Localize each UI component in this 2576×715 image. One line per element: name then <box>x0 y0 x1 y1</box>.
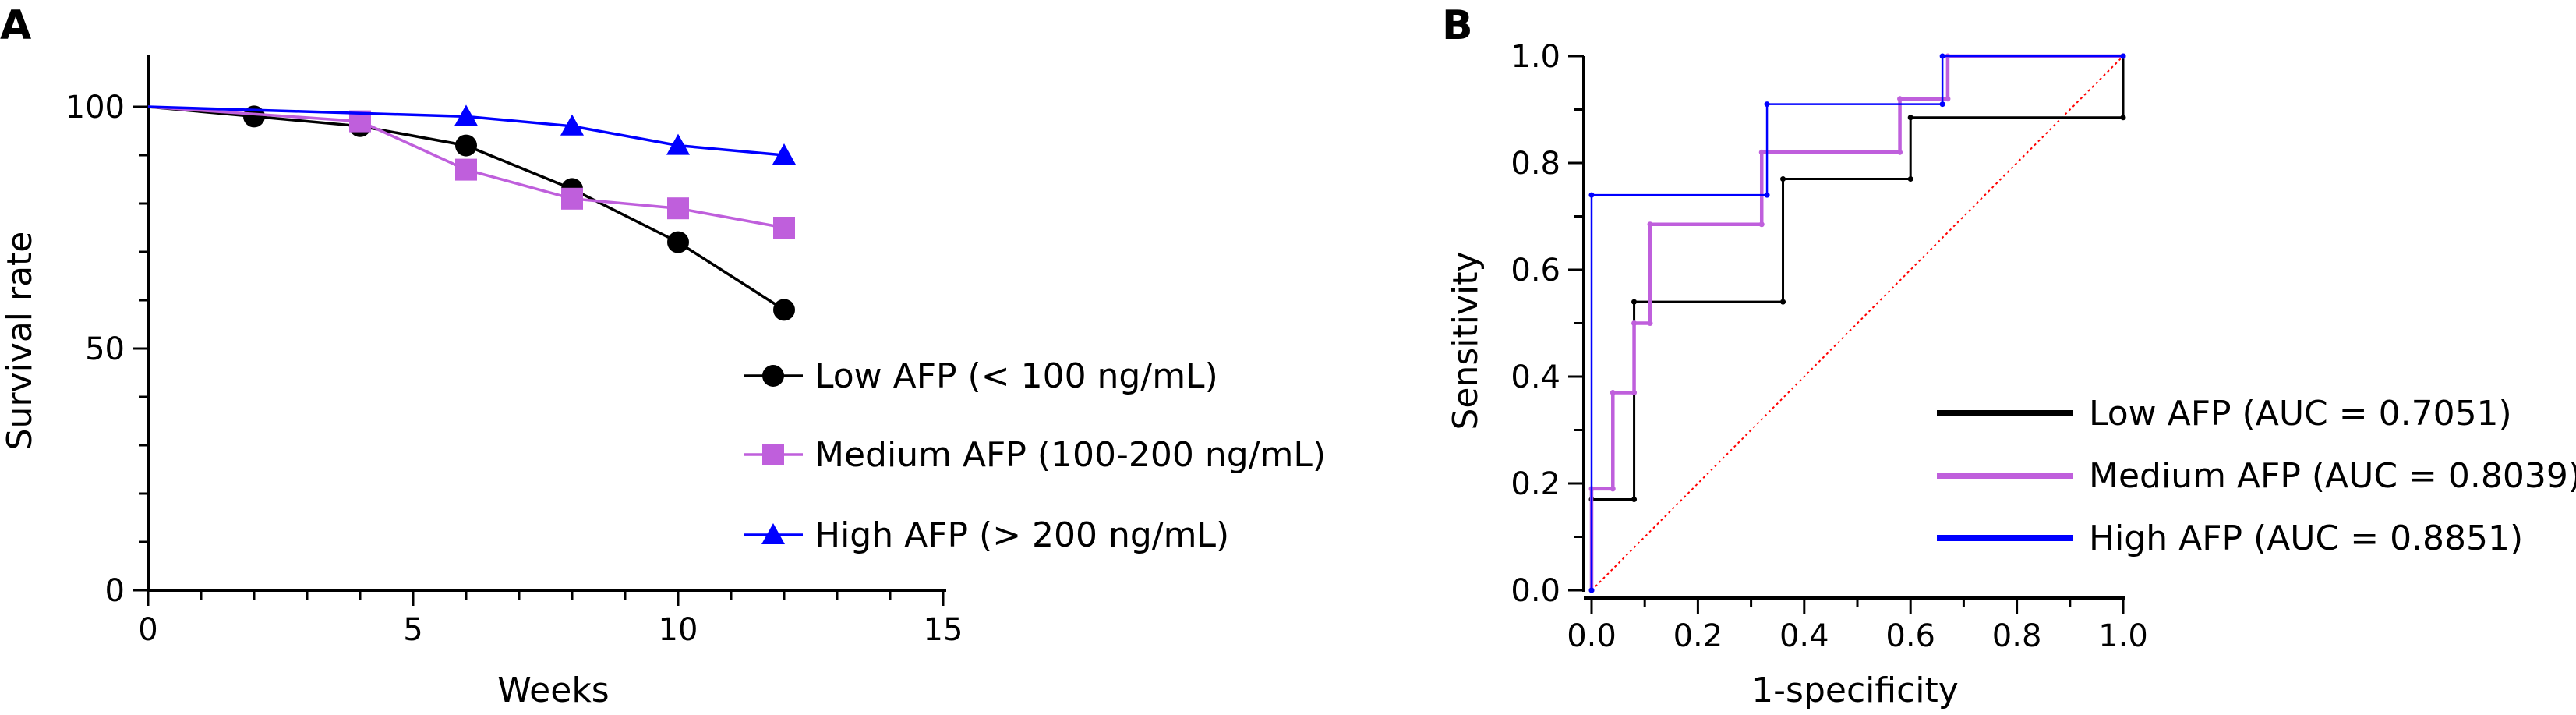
panel-a-series-2-point <box>666 133 690 155</box>
panel-a: A 0 5 10 15 0 50 100 Low AFP (< 100 ng/mL) Medi… <box>0 2 1326 710</box>
panel-a-x-tick-label: 10 <box>659 612 698 648</box>
panel-a-x-tick-label: 15 <box>924 612 963 648</box>
panel-a-series-2-point <box>454 104 478 126</box>
panel-b: B 0.0 0.2 0.4 0.6 0.8 1.0 0.0 0.2 0.4 0.6 0.8 1.0 L… <box>1442 2 2576 710</box>
panel-b-roc-2-point <box>1588 192 1595 198</box>
panel-a-legend-label-1: Medium AFP (100-200 ng/mL) <box>814 435 1326 475</box>
panel-a-x-tick-label: 0 <box>138 612 157 648</box>
panel-a-legend-marker-0 <box>762 365 784 387</box>
panel-b-roc-2-point <box>1939 53 1945 59</box>
panel-b-roc-1-point <box>1647 320 1653 326</box>
panel-b-x-tick-label: 1.0 <box>2098 618 2148 654</box>
panel-a-y-tick-label: 100 <box>65 90 125 126</box>
panel-b-roc-1-point <box>1945 96 1951 102</box>
panel-b-legend: Low AFP (AUC = 0.7051) Medium AFP (AUC = … <box>1937 394 2576 558</box>
panel-b-diagonal-line <box>1591 55 2124 591</box>
panel-b-roc-0-point <box>1907 176 1913 182</box>
panel-b-roc-curve-0 <box>1590 56 2125 590</box>
panel-a-legend: Low AFP (< 100 ng/mL) Medium AFP (100-200… <box>744 356 1326 555</box>
panel-a-label: A <box>0 2 31 49</box>
panel-a-legend-marker-1 <box>762 444 784 465</box>
panel-a-x-tick-label: 5 <box>403 612 422 648</box>
panel-b-roc-2-point <box>1939 101 1945 108</box>
panel-a-y-axis-title: Survival rate <box>0 232 40 451</box>
panel-b-legend-label-2: High AFP (AUC = 0.8851) <box>2089 519 2523 558</box>
panel-a-series-2-point <box>560 114 584 136</box>
panel-b-roc-0-point <box>2120 115 2126 121</box>
panel-b-roc-1-point <box>1631 390 1638 396</box>
panel-b-x-tick-label: 0.6 <box>1885 618 1935 654</box>
panel-b-axes: 0.0 0.2 0.4 0.6 0.8 1.0 0.0 0.2 0.4 0.6 0.8 1.0 <box>1511 39 2147 654</box>
panel-a-series-line-1 <box>147 105 785 229</box>
panel-a-y-tick-label: 0 <box>105 573 125 609</box>
panel-b-series <box>1588 53 2126 593</box>
panel-b-roc-2-point <box>1764 192 1770 198</box>
panel-b-roc-1-point <box>1647 221 1653 228</box>
panel-a-series-0-point <box>455 134 477 157</box>
panel-a-series-1-point <box>773 217 795 239</box>
panel-b-y-tick-label: 1.0 <box>1511 39 1560 75</box>
panel-b-legend-label-1: Medium AFP (AUC = 0.8039) <box>2089 456 2576 496</box>
panel-a-x-axis-title: Weeks <box>497 671 609 710</box>
panel-a-series-2-point <box>772 143 796 165</box>
panel-a-series <box>147 104 796 321</box>
panel-a-y-tick-label: 50 <box>85 331 125 367</box>
panel-b-x-axis-title: 1-specificity <box>1751 671 1959 710</box>
panel-b-label: B <box>1442 2 1473 49</box>
panel-b-y-tick-label: 0.2 <box>1511 466 1560 502</box>
panel-b-roc-2-point <box>1588 587 1595 593</box>
panel-b-roc-0-point <box>1907 115 1913 121</box>
panel-a-series-0-point <box>667 231 689 253</box>
panel-a-series-1-point <box>667 197 689 220</box>
panel-b-roc-0-point <box>1631 497 1638 503</box>
panel-b-roc-0-point <box>1780 176 1786 182</box>
panel-b-roc-1-point <box>1758 149 1765 155</box>
panel-a-axes: 0 5 10 15 0 50 100 <box>65 55 963 648</box>
panel-b-roc-1-point <box>1897 96 1903 102</box>
panel-b-y-tick-label: 0.8 <box>1511 146 1560 182</box>
panel-b-roc-0-point <box>1631 299 1638 305</box>
panel-b-y-tick-label: 0.0 <box>1511 573 1560 609</box>
panel-b-y-axis-title: Sensitivity <box>1446 251 1486 430</box>
panel-b-y-tick-label: 0.6 <box>1511 253 1560 288</box>
panel-b-y-tick-label: 0.4 <box>1511 359 1560 395</box>
panel-a-series-1-point <box>455 158 477 181</box>
panel-b-legend-label-0: Low AFP (AUC = 0.7051) <box>2089 394 2512 434</box>
panel-b-roc-2-point <box>2120 53 2126 59</box>
panel-b-x-tick-label: 0.4 <box>1779 618 1829 654</box>
panel-a-legend-label-2: High AFP (> 200 ng/mL) <box>814 515 1229 555</box>
panel-b-roc-1-point <box>1610 390 1616 396</box>
panel-b-roc-0-point <box>1780 299 1786 305</box>
panel-a-series-1-point <box>561 187 583 210</box>
panel-b-roc-1-point <box>1610 486 1616 492</box>
panel-b-reference-line <box>1591 55 2124 591</box>
panel-b-roc-2-point <box>1764 101 1770 108</box>
panel-a-legend-marker-2 <box>761 523 785 544</box>
panel-b-roc-1-point <box>1758 221 1765 228</box>
panel-b-roc-1-point <box>1631 320 1638 326</box>
panel-b-x-tick-label: 0.0 <box>1567 618 1617 654</box>
panel-a-series-0-point <box>773 299 795 321</box>
panel-b-x-tick-label: 0.8 <box>1992 618 2042 654</box>
panel-a-legend-label-0: Low AFP (< 100 ng/mL) <box>814 356 1218 396</box>
panel-b-roc-1-point <box>1897 149 1903 155</box>
panel-b-x-tick-label: 0.2 <box>1673 618 1723 654</box>
